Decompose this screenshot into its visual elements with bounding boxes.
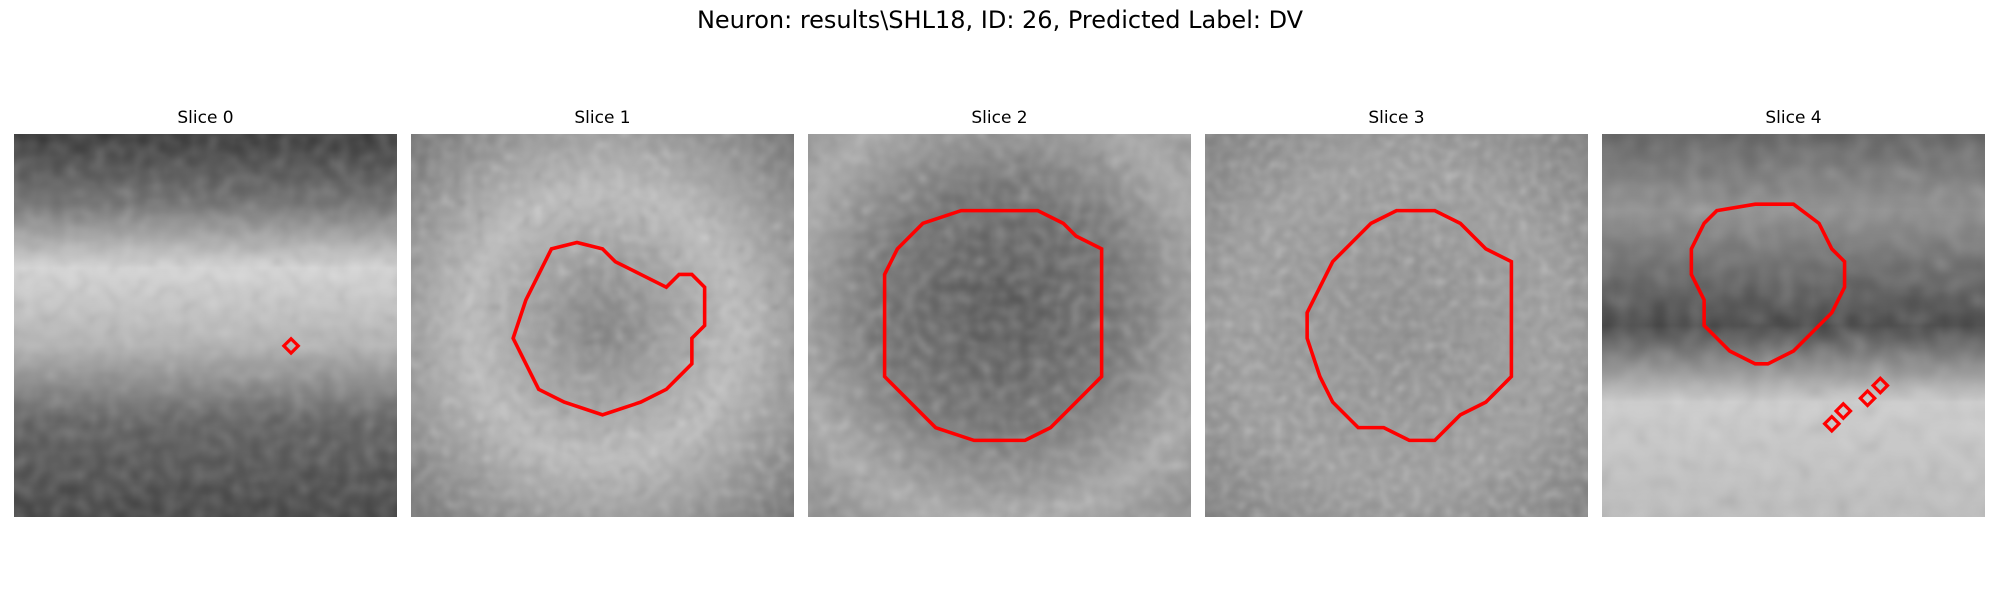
roi-marker-4a [1822, 414, 1842, 434]
roi-marker-4c [1858, 388, 1878, 408]
cell-contour-1 [511, 240, 707, 417]
slice-image-3 [1205, 134, 1588, 517]
roi-marker-0 [281, 336, 301, 356]
slice-title-3: Slice 3 [1368, 108, 1425, 128]
slice-image-4 [1602, 134, 1985, 517]
roi-marker-4d [1870, 376, 1890, 395]
slice-title-4: Slice 4 [1765, 108, 1822, 128]
roi-marker-4b [1833, 401, 1853, 421]
slice-image-0 [14, 134, 397, 517]
cell-contour-4 [1689, 202, 1847, 366]
cell-contour-2 [882, 208, 1104, 443]
cell-contour-3 [1305, 208, 1514, 443]
slice-title-1: Slice 1 [574, 108, 631, 128]
slice-title-0: Slice 0 [177, 108, 234, 128]
figure-title: Neuron: results\SHL18, ID: 26, Predicted… [696, 6, 1304, 34]
slice-title-2: Slice 2 [971, 108, 1028, 128]
slice-image-2 [808, 134, 1191, 517]
slice-image-1 [411, 134, 794, 517]
